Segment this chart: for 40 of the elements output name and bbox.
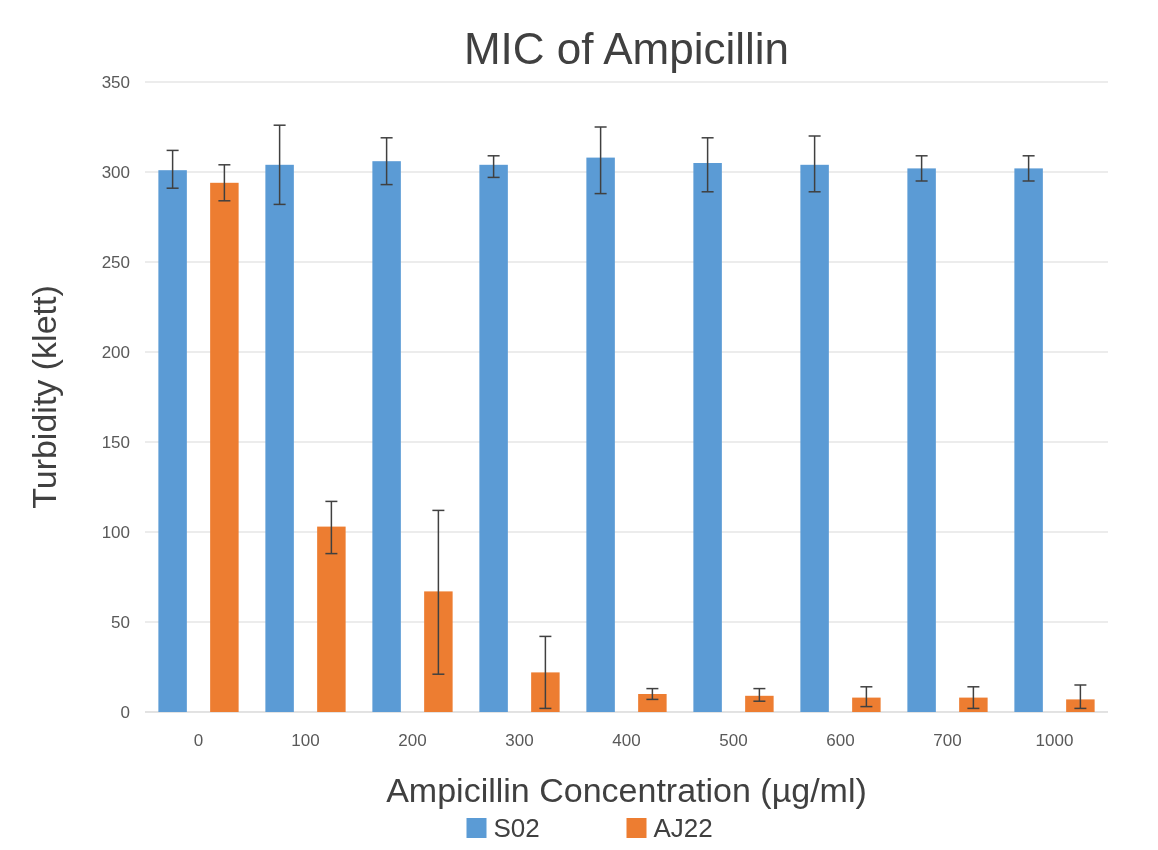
bar [317,526,346,712]
bar [265,164,294,712]
bar [372,161,401,712]
bar [479,164,508,712]
bar [586,157,615,712]
bar [1014,168,1043,712]
y-tick-label: 250 [101,252,130,272]
bar [158,170,187,712]
x-tick-label: 200 [398,731,427,750]
x-tick-label: 100 [291,731,320,750]
bar [424,591,453,712]
bar [210,182,239,712]
bar [907,168,936,712]
x-tick-label: 0 [193,731,204,750]
bar [638,694,667,712]
x-tick-label: 500 [719,731,748,750]
y-tick-label: 150 [101,432,130,452]
x-axis-title: Ampicillin Concentration (µg/ml) [386,771,867,809]
y-tick-label: 50 [111,612,130,632]
bar [852,697,881,712]
x-tick-label: 600 [826,731,855,750]
bar [745,695,774,712]
y-tick-label: 200 [101,342,130,362]
x-tick-label: 400 [612,731,641,750]
bar [959,697,988,712]
bar [1066,699,1095,712]
y-tick-label: 300 [101,162,130,182]
legend-label: S02 [493,813,540,844]
x-tick-label: 300 [505,731,534,750]
y-tick-label: 100 [101,522,130,542]
bar [693,163,722,712]
x-tick-label: 700 [933,731,962,750]
bar [800,164,829,712]
chart-title: MIC of Ampicillin [463,24,790,73]
y-tick-label: 350 [101,72,130,92]
x-tick-label: 1000 [1035,731,1074,750]
bar [531,672,560,712]
legend-label: AJ22 [653,813,713,844]
y-tick-label: 0 [120,702,130,722]
y-axis-title: Turbidity (klett) [25,285,63,509]
